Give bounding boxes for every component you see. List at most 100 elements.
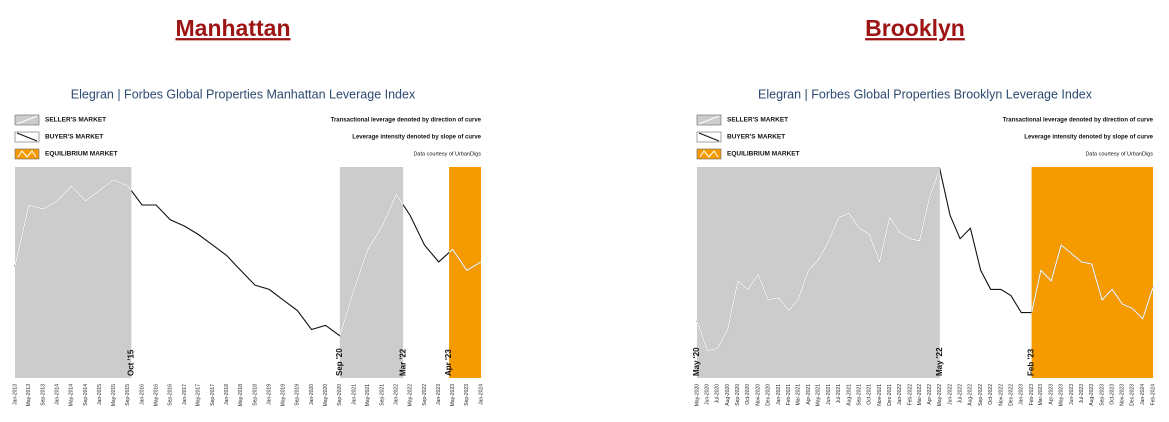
- x-tick-label: Jan-2019: [266, 384, 272, 405]
- x-tick-label: Jan-2023: [1019, 384, 1025, 405]
- x-tick-label: May-2019: [280, 384, 286, 406]
- legend-swatch-line: [16, 115, 38, 125]
- note: Data courtesy of UrbanDigs: [413, 151, 481, 157]
- x-tick-label: Sep-2021: [379, 384, 385, 406]
- x-tick-label: Aug-2022: [968, 384, 974, 406]
- x-tick-label: Mar-2023: [1038, 384, 1044, 406]
- note: Leverage intensity denoted by slope of c…: [1024, 135, 1153, 141]
- x-tick-label: Feb-2021: [786, 384, 792, 406]
- x-tick-label: Feb-2024: [1150, 384, 1156, 406]
- market-region: [1031, 167, 1153, 378]
- x-tick-label: Sep-2014: [83, 384, 89, 406]
- x-tick-label: Jan-2022: [897, 384, 903, 405]
- x-tick-label: Aug-2023: [1089, 384, 1095, 406]
- x-tick-label: Oct-2022: [988, 384, 994, 405]
- x-tick-label: May-2022: [408, 384, 414, 406]
- period-marker: May '20: [692, 347, 701, 376]
- note: Data courtesy of UrbanDigs: [1085, 151, 1153, 157]
- x-tick-label: May-2020: [323, 384, 329, 406]
- x-tick-label: Jan-2021: [351, 384, 357, 405]
- x-tick-label: Sep-2015: [125, 384, 131, 406]
- x-tick-label: Sep-2020: [735, 384, 741, 406]
- chart-title: Elegran | Forbes Global Properties Brook…: [758, 87, 1093, 101]
- x-tick-label: Sep-2023: [1099, 384, 1105, 406]
- panel: Brooklyn Elegran | Forbes Global Properti…: [692, 15, 1156, 406]
- x-tick-label: Oct-2023: [1109, 384, 1115, 405]
- legend-label: BUYER'S MARKET: [727, 134, 785, 141]
- x-tick-label: Sep-2019: [295, 384, 301, 406]
- chart-title: Elegran | Forbes Global Properties Manha…: [71, 87, 416, 101]
- x-tick-label: May-2021: [816, 384, 822, 406]
- x-tick-label: Jun-2023: [1069, 384, 1075, 405]
- legend-swatch-line: [699, 150, 719, 158]
- period-marker: Oct '15: [126, 349, 135, 376]
- period-marker: May '22: [935, 347, 944, 376]
- period-marker: Apr '23: [444, 349, 453, 376]
- x-tick-label: Jan-2016: [139, 384, 145, 405]
- x-tick-label: May-2017: [196, 384, 202, 406]
- x-tick-label: Aug-2020: [725, 384, 731, 406]
- x-tick-label: Oct-2020: [745, 384, 751, 405]
- x-tick-label: Jan-2021: [776, 384, 782, 405]
- legend-swatch: [696, 148, 722, 160]
- x-tick-label: Aug-2021: [846, 384, 852, 406]
- x-tick-label: Mar-2022: [917, 384, 923, 406]
- index-line-in-region: [697, 167, 1154, 352]
- legend-swatch-line: [16, 132, 38, 142]
- x-tick-label: May-2022: [937, 384, 943, 406]
- x-tick-label: Sep-2020: [337, 384, 343, 406]
- x-tick-label: Feb-2022: [908, 384, 914, 406]
- period-marker: Feb '23: [1027, 348, 1036, 376]
- period-marker: Mar '22: [398, 348, 407, 376]
- x-tick-label: Nov-2023: [1120, 384, 1126, 406]
- x-tick-label: Sep-2022: [978, 384, 984, 406]
- x-tick-label: Apr-2023: [1049, 384, 1055, 405]
- note: Transactional leverage denoted by direct…: [1003, 118, 1154, 124]
- x-tick-label: Jan-2024: [478, 384, 484, 405]
- market-region: [697, 167, 940, 378]
- x-tick-label: Nov-2021: [877, 384, 883, 406]
- x-tick-label: Jan-2018: [224, 384, 230, 405]
- x-tick-label: Sep-2018: [252, 384, 258, 406]
- x-tick-label: Jul-2022: [957, 384, 963, 403]
- x-tick-label: Nov-2020: [756, 384, 762, 406]
- x-tick-label: May-2015: [111, 384, 117, 406]
- x-tick-label: Dec-2021: [887, 384, 893, 406]
- x-tick-label: Jun-2020: [705, 384, 711, 405]
- x-tick-label: Nov-2022: [998, 384, 1004, 406]
- legend-label: EQUILIBRIUM MARKET: [45, 151, 118, 158]
- x-tick-label: Sep-2022: [422, 384, 428, 406]
- x-tick-label: Dec-2020: [766, 384, 772, 406]
- legend-swatch-line: [698, 115, 720, 125]
- period-marker: Sep '20: [335, 348, 344, 376]
- x-tick-label: Jan-2024: [1140, 384, 1146, 405]
- x-tick-label: Sep-2016: [168, 384, 174, 406]
- x-tick-label: Apr-2021: [806, 384, 812, 405]
- x-tick-label: May-2021: [365, 384, 371, 406]
- legend-label: EQUILIBRIUM MARKET: [727, 151, 800, 158]
- legend-swatch: [14, 148, 40, 160]
- x-tick-label: Jan-2014: [55, 384, 61, 405]
- x-tick-label: May-2013: [26, 384, 32, 406]
- legend-label: SELLER'S MARKET: [727, 117, 788, 124]
- panel: Manhattan Elegran | Forbes Global Propert…: [12, 15, 484, 406]
- market-region: [449, 167, 481, 378]
- x-tick-label: Jan-2022: [394, 384, 400, 405]
- x-tick-label: Oct-2021: [867, 384, 873, 405]
- note: Transactional leverage denoted by direct…: [331, 118, 482, 124]
- x-tick-label: Dec-2023: [1130, 384, 1136, 406]
- x-tick-label: Sep-2013: [41, 384, 47, 406]
- x-tick-label: Jan-2013: [12, 384, 18, 405]
- x-tick-label: Mar-2021: [795, 384, 801, 406]
- x-tick-label: Jan-2023: [436, 384, 442, 405]
- x-tick-label: Jan-2020: [309, 384, 315, 405]
- legend-label: BUYER'S MARKET: [45, 134, 103, 141]
- x-tick-label: Jun-2022: [947, 384, 953, 405]
- x-tick-label: May-2023: [450, 384, 456, 406]
- x-tick-label: Jul-2023: [1079, 384, 1085, 403]
- x-tick-label: Apr-2022: [927, 384, 933, 405]
- legend-swatch-line: [698, 132, 720, 142]
- x-tick-label: Jan-2017: [182, 384, 188, 405]
- market-region: [339, 167, 404, 378]
- x-tick-label: Jun-2021: [826, 384, 832, 405]
